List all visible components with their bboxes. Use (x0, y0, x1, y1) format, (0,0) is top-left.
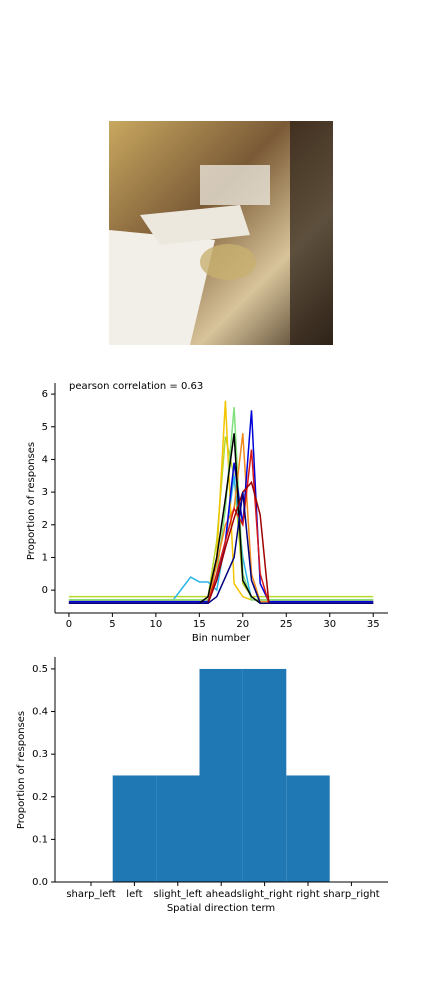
x-tick-label: slight_left (154, 889, 203, 900)
line-series (68, 400, 374, 601)
photo (109, 121, 333, 345)
line-series (68, 492, 374, 604)
y-tick-label: 0.3 (32, 749, 48, 760)
y-axis-label: Proportion of responses (16, 711, 27, 829)
y-tick-label: 1 (42, 552, 48, 563)
bar (242, 668, 287, 882)
line-series (68, 410, 374, 603)
bar-chart: Spatial direction term Proportion of res… (16, 657, 388, 914)
y-tick-label: 6 (42, 389, 48, 400)
x-tick-label: left (126, 889, 142, 900)
x-tick-label: 20 (236, 619, 249, 630)
line-series (68, 433, 374, 604)
y-axis-label: Proportion of responses (26, 442, 37, 560)
bar (156, 775, 200, 882)
bar (199, 668, 243, 882)
y-tick-label: 0.0 (32, 877, 48, 888)
x-tick-label: 5 (109, 619, 115, 630)
x-axis-label: Bin number (192, 633, 251, 644)
y-tick-label: 5 (42, 422, 48, 433)
y-tick-label: 3 (42, 487, 48, 498)
bar (286, 775, 330, 882)
y-tick-label: 0 (42, 585, 48, 596)
y-tick-label: 0.4 (32, 707, 48, 718)
y-tick-label: 4 (42, 454, 48, 465)
line-series (68, 433, 374, 603)
chart-title: pearson correlation = 0.63 (69, 381, 203, 392)
line-chart: pearson correlation = 0.63 Bin number Pr… (26, 381, 388, 644)
x-tick-label: 30 (323, 619, 336, 630)
x-tick-label: sharp_left (66, 889, 115, 900)
x-tick-label: right (296, 889, 320, 900)
y-tick-label: 0.1 (32, 834, 48, 845)
y-tick-label: 2 (42, 520, 48, 531)
line-series (68, 436, 374, 598)
x-tick-label: 35 (367, 619, 380, 630)
x-tick-label: slight_right (237, 889, 293, 900)
x-tick-label: 10 (149, 619, 162, 630)
y-tick-label: 0.2 (32, 792, 48, 803)
y-tick-label: 0.5 (32, 664, 48, 675)
x-tick-label: ahead (206, 889, 237, 900)
x-axis-label: Spatial direction term (167, 903, 275, 914)
x-tick-label: 15 (193, 619, 206, 630)
bar (112, 775, 157, 882)
x-tick-label: 25 (280, 619, 293, 630)
x-tick-label: sharp_right (323, 889, 380, 900)
line-series (68, 407, 374, 601)
x-tick-label: 0 (66, 619, 72, 630)
